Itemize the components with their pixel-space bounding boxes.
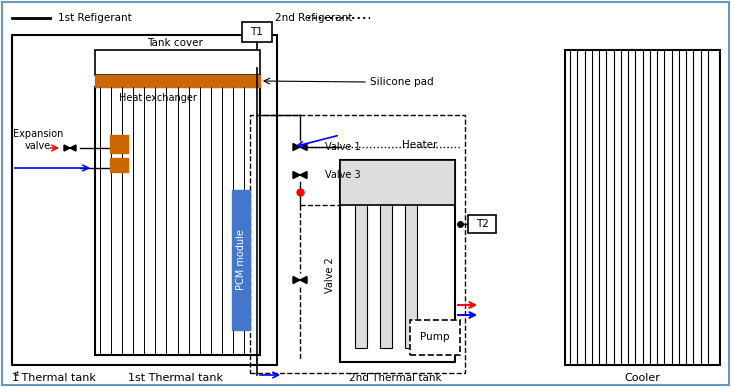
Polygon shape xyxy=(64,145,70,151)
Text: T2: T2 xyxy=(476,219,488,229)
Bar xyxy=(340,160,455,205)
Text: Expansion
valve: Expansion valve xyxy=(13,129,63,151)
Polygon shape xyxy=(300,144,307,151)
Bar xyxy=(95,75,260,87)
Bar xyxy=(12,35,277,365)
Bar xyxy=(410,320,460,355)
Text: Cooler: Cooler xyxy=(624,373,660,383)
Text: Pump: Pump xyxy=(420,332,450,342)
Bar xyxy=(565,50,720,365)
Bar xyxy=(340,160,455,362)
Bar xyxy=(468,215,496,233)
Bar xyxy=(250,115,465,373)
Text: 1st Refigerant: 1st Refigerant xyxy=(58,13,132,23)
Bar xyxy=(95,87,260,355)
Text: PCM module: PCM module xyxy=(236,229,246,290)
Bar xyxy=(380,200,392,348)
Polygon shape xyxy=(293,144,300,151)
Bar xyxy=(242,22,272,42)
Text: Valve 2: Valve 2 xyxy=(325,257,335,293)
Bar xyxy=(110,158,128,172)
Polygon shape xyxy=(70,145,76,151)
Bar xyxy=(355,200,367,348)
Text: 1: 1 xyxy=(12,373,19,383)
Polygon shape xyxy=(293,276,300,284)
Text: Tank cover: Tank cover xyxy=(147,38,203,48)
Polygon shape xyxy=(300,276,307,284)
Text: Heater: Heater xyxy=(402,140,438,150)
Polygon shape xyxy=(300,171,307,178)
Bar xyxy=(232,190,250,330)
Text: 2nd Thermal tank: 2nd Thermal tank xyxy=(349,373,442,383)
Text: Thermal tank: Thermal tank xyxy=(18,373,96,383)
Text: Valve 3: Valve 3 xyxy=(325,170,360,180)
Bar xyxy=(95,50,260,75)
Text: 2nd Refigerant: 2nd Refigerant xyxy=(275,13,352,23)
Text: Silicone pad: Silicone pad xyxy=(370,77,433,87)
Text: st: st xyxy=(14,371,20,377)
Text: Heat exchanger: Heat exchanger xyxy=(119,93,197,103)
Text: 1st Thermal tank: 1st Thermal tank xyxy=(127,373,222,383)
Polygon shape xyxy=(293,171,300,178)
Text: Valve 1: Valve 1 xyxy=(325,142,360,152)
Bar xyxy=(405,200,417,348)
Text: T1: T1 xyxy=(251,27,263,37)
Bar xyxy=(110,135,128,153)
